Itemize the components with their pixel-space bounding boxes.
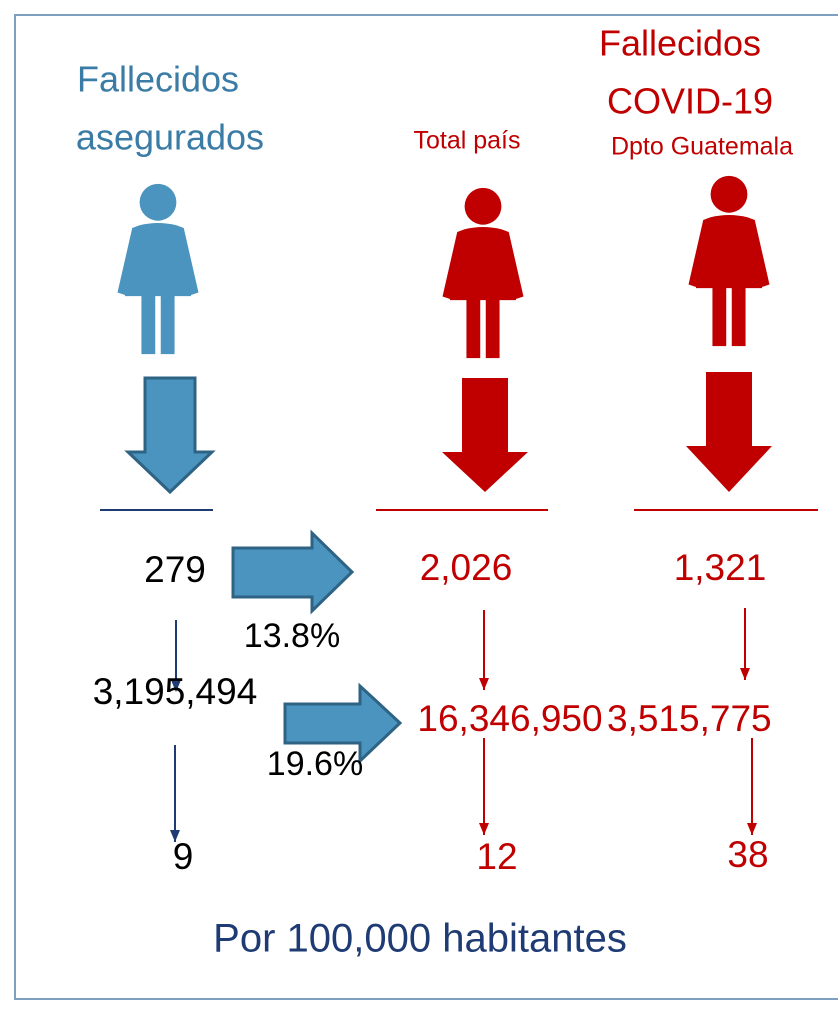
covid-title: COVID-19 [607,81,773,122]
thin-arrow-head [170,830,180,842]
person-icon [442,187,524,359]
insured-deaths: 279 [144,549,206,590]
frame [14,14,838,1000]
thin-arrow-head [171,680,181,692]
country-rate: 12 [476,836,517,877]
insured-title: asegurados [76,117,264,158]
department-deaths: 1,321 [674,547,767,588]
person-icon [688,175,770,347]
country-population: 16,346,950 [417,698,602,739]
person-icon [117,183,199,355]
footer: Por 100,000 habitantes [213,917,627,961]
department-label: Dpto Guatemala [611,133,793,161]
thin-arrow-head [479,823,489,835]
country-deaths: 2,026 [420,547,513,588]
down-arrow [442,378,528,492]
department-population: 3,515,775 [607,698,772,739]
covid-title: Fallecidos [599,23,761,64]
thin-arrow-head [740,668,750,680]
country-label: Total país [413,127,520,155]
deaths-ratio: 13.8% [244,617,340,655]
insured-title: Fallecidos [77,59,239,100]
right-arrow [231,529,355,615]
insured-rate: 9 [173,836,194,877]
insured-population: 3,195,494 [93,671,258,712]
population-ratio: 19.6% [267,745,363,783]
right-arrow [283,682,403,765]
down-arrow [686,372,772,492]
thin-arrow-head [747,823,757,835]
down-arrow [124,376,216,495]
thin-arrow-head [479,678,489,690]
department-rate: 38 [727,834,768,875]
